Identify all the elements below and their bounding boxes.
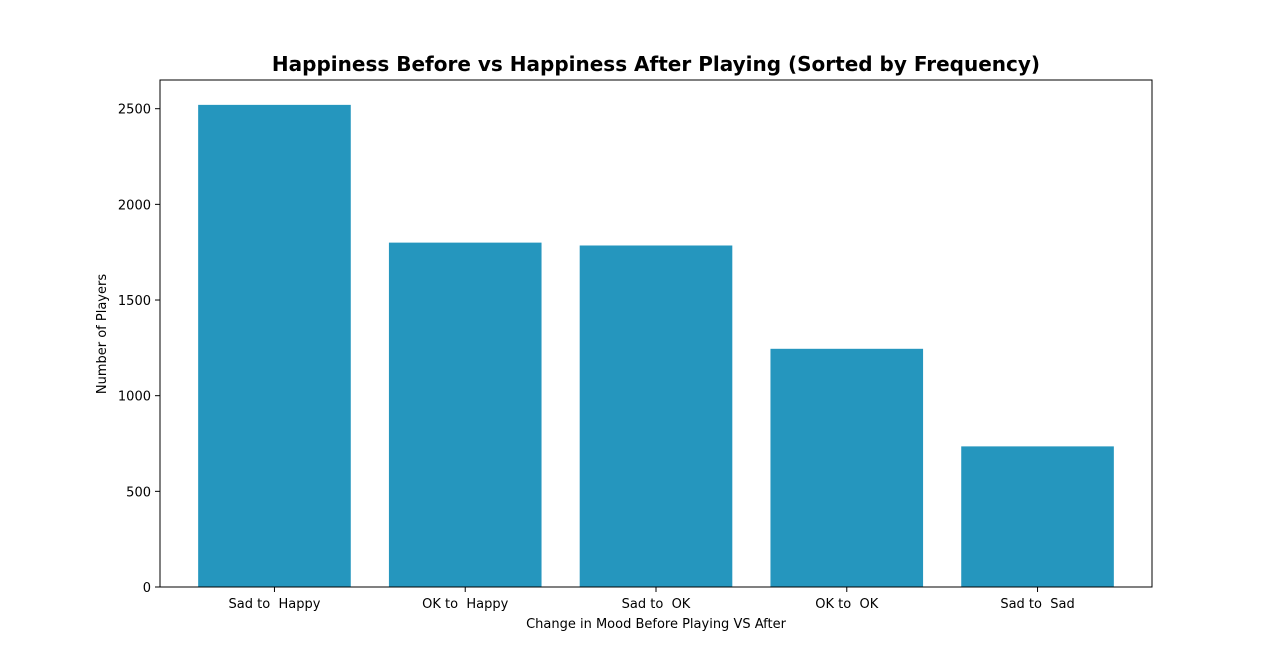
x-axis-label: Change in Mood Before Playing VS After	[526, 617, 787, 632]
x-tick-label: Sad to Sad	[1000, 597, 1074, 612]
bar-1	[198, 104, 351, 587]
y-tick-label: 2500	[118, 103, 151, 118]
x-tick-label: Sad to OK	[622, 597, 691, 612]
x-axis-ticks: Sad to Happy OK to Happy Sad to OK OK to OK…	[229, 587, 1075, 612]
bar-2	[388, 242, 542, 588]
y-axis-label: Number of Players	[95, 274, 110, 394]
y-tick-label: 500	[126, 485, 151, 500]
bars-group	[198, 104, 1114, 588]
x-tick-label: OK to Happy	[422, 597, 508, 612]
y-tick-label: 1500	[118, 294, 151, 309]
y-tick-label: 0	[143, 581, 151, 596]
y-tick-label: 2000	[118, 198, 151, 213]
x-tick-label: Sad to Happy	[229, 597, 321, 612]
bar-3	[579, 245, 733, 588]
y-tick-label: 1000	[118, 390, 151, 405]
bar-4	[770, 348, 924, 587]
x-tick-label: OK to OK	[815, 597, 878, 612]
chart-title: Happiness Before vs Happiness After Play…	[272, 52, 1040, 76]
bar-5	[961, 446, 1114, 587]
y-axis-ticks: 0 500 1000 1500 2000 2500	[118, 103, 160, 596]
